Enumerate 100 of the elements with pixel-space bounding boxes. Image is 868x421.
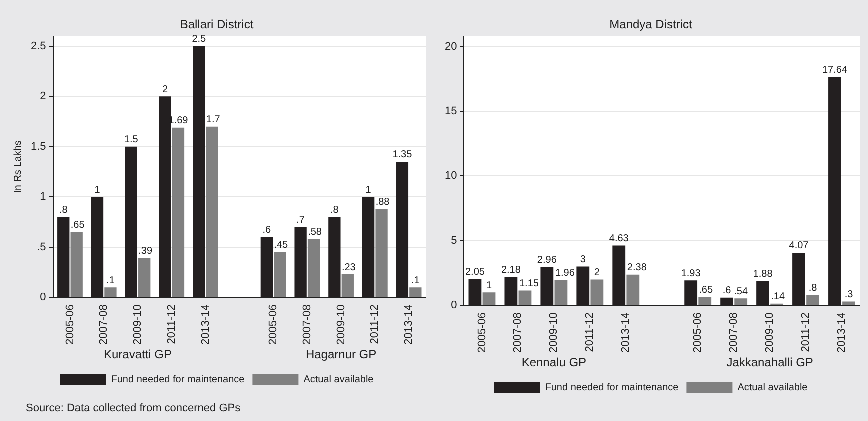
data-label: .14 — [771, 292, 786, 303]
data-label: .6 — [722, 286, 732, 297]
y-tick-label: 2.5 — [30, 40, 46, 52]
data-label: .6 — [262, 225, 272, 236]
x-tick-label: 2013-14 — [620, 312, 632, 354]
x-tick-label: 2005-06 — [692, 312, 704, 354]
legend-label: Fund needed for maintenance — [545, 382, 680, 394]
x-tick-label: 2009-10 — [548, 312, 560, 354]
y-tick-label: 1 — [40, 191, 46, 204]
data-label: .8 — [59, 205, 68, 216]
data-label: .39 — [138, 246, 153, 258]
data-label: 4.07 — [789, 240, 810, 252]
chart-title: Ballari District — [180, 18, 254, 32]
x-tick-label: 2013-14 — [836, 312, 848, 354]
x-tick-label: 2005-06 — [476, 312, 488, 354]
bar — [554, 280, 568, 306]
data-label: .45 — [274, 240, 289, 252]
x-tick-label: 2009-10 — [132, 304, 144, 346]
data-label: 3 — [580, 254, 586, 266]
x-tick-label: 2007-08 — [98, 304, 110, 346]
text: Jakkanahalli GP — [726, 355, 814, 370]
bar — [410, 288, 422, 298]
legend-label: Actual available — [304, 374, 374, 386]
y-tick-label: 1.5 — [30, 140, 46, 153]
y-tick-label: 15 — [444, 106, 458, 118]
data-label: 2.05 — [465, 266, 486, 278]
bar — [698, 297, 712, 306]
y-tick-label: 10 — [444, 170, 458, 182]
x-tick-label: 2007-08 — [728, 312, 740, 354]
data-label: .8 — [808, 283, 818, 294]
data-label: .58 — [308, 227, 322, 238]
source-note: Source: Data collected from concerned GPs — [26, 402, 242, 415]
bar — [482, 292, 496, 306]
x-tick-label: 2007-08 — [512, 312, 524, 354]
data-label: .88 — [376, 196, 390, 208]
data-label: 2.38 — [627, 262, 648, 274]
text: Kennalu GP — [522, 355, 587, 370]
x-tick-label: 2005-06 — [268, 304, 280, 346]
bar — [274, 252, 286, 298]
data-label: 1.5 — [124, 134, 139, 146]
data-label: .8 — [330, 205, 340, 216]
data-label: 1 — [94, 184, 101, 196]
data-label: .65 — [699, 284, 714, 296]
data-label: 1.93 — [681, 268, 702, 280]
bar — [308, 239, 320, 298]
bar — [104, 288, 117, 298]
bar — [206, 126, 218, 298]
data-label: 17.64 — [822, 65, 848, 76]
bar — [172, 128, 185, 298]
data-label: 2 — [162, 84, 168, 96]
data-label: 1 — [366, 184, 372, 196]
bar — [70, 232, 83, 298]
text: Kuravatti GP — [104, 347, 172, 362]
x-tick-label: 2011-12 — [800, 312, 812, 352]
data-label: .54 — [734, 286, 748, 298]
text: Hagarnur GP — [306, 347, 377, 362]
x-tick-label: 2011-12 — [369, 304, 382, 344]
y-tick-label: 5 — [451, 234, 458, 247]
data-label: 2.5 — [192, 34, 207, 46]
data-label: .1 — [411, 275, 420, 286]
bar — [734, 298, 748, 306]
x-tick-label: 2011-12 — [584, 312, 596, 352]
legend-label: Actual available — [738, 382, 808, 394]
data-label: 1.96 — [555, 268, 576, 280]
bar — [376, 209, 388, 298]
x-tick-label: 2007-08 — [301, 304, 314, 346]
data-label: 2.18 — [501, 265, 522, 276]
legend-label: Fund needed for maintenance — [111, 374, 246, 386]
data-label: 4.63 — [609, 233, 630, 244]
bar — [626, 274, 640, 306]
data-label: .1 — [106, 275, 116, 286]
data-label: 1 — [486, 280, 492, 292]
bar — [342, 274, 354, 298]
data-label: 1.35 — [392, 150, 413, 161]
bar — [518, 290, 532, 306]
bar — [842, 302, 856, 306]
x-tick-label: 2009-10 — [764, 312, 776, 354]
x-tick-label: 2009-10 — [335, 304, 348, 346]
y-tick-label: 20 — [444, 40, 458, 53]
data-label: 2 — [594, 267, 600, 278]
data-label: 1.7 — [206, 114, 221, 126]
x-tick-label: 2011-12 — [166, 304, 178, 344]
data-label: .7 — [296, 215, 306, 226]
x-tick-label: 2013-14 — [200, 304, 212, 346]
data-label: 1.15 — [519, 278, 540, 290]
data-label: 2.96 — [537, 255, 558, 266]
data-label: .23 — [342, 262, 356, 274]
bar — [138, 258, 151, 298]
bar — [806, 295, 820, 306]
data-label: .3 — [844, 290, 854, 300]
y-axis-title: In Rs Lakhs — [12, 140, 24, 194]
y-tick-label: 0 — [451, 300, 458, 312]
x-tick-label: 2005-06 — [64, 304, 76, 346]
bar — [590, 280, 604, 306]
y-tick-label: .5 — [37, 241, 46, 254]
y-tick-label: 0 — [40, 292, 46, 304]
x-tick-label: 2013-14 — [403, 304, 416, 346]
data-label: .65 — [70, 220, 86, 232]
data-label: 1.88 — [753, 269, 774, 280]
chart-title: Mandya District — [610, 18, 694, 32]
